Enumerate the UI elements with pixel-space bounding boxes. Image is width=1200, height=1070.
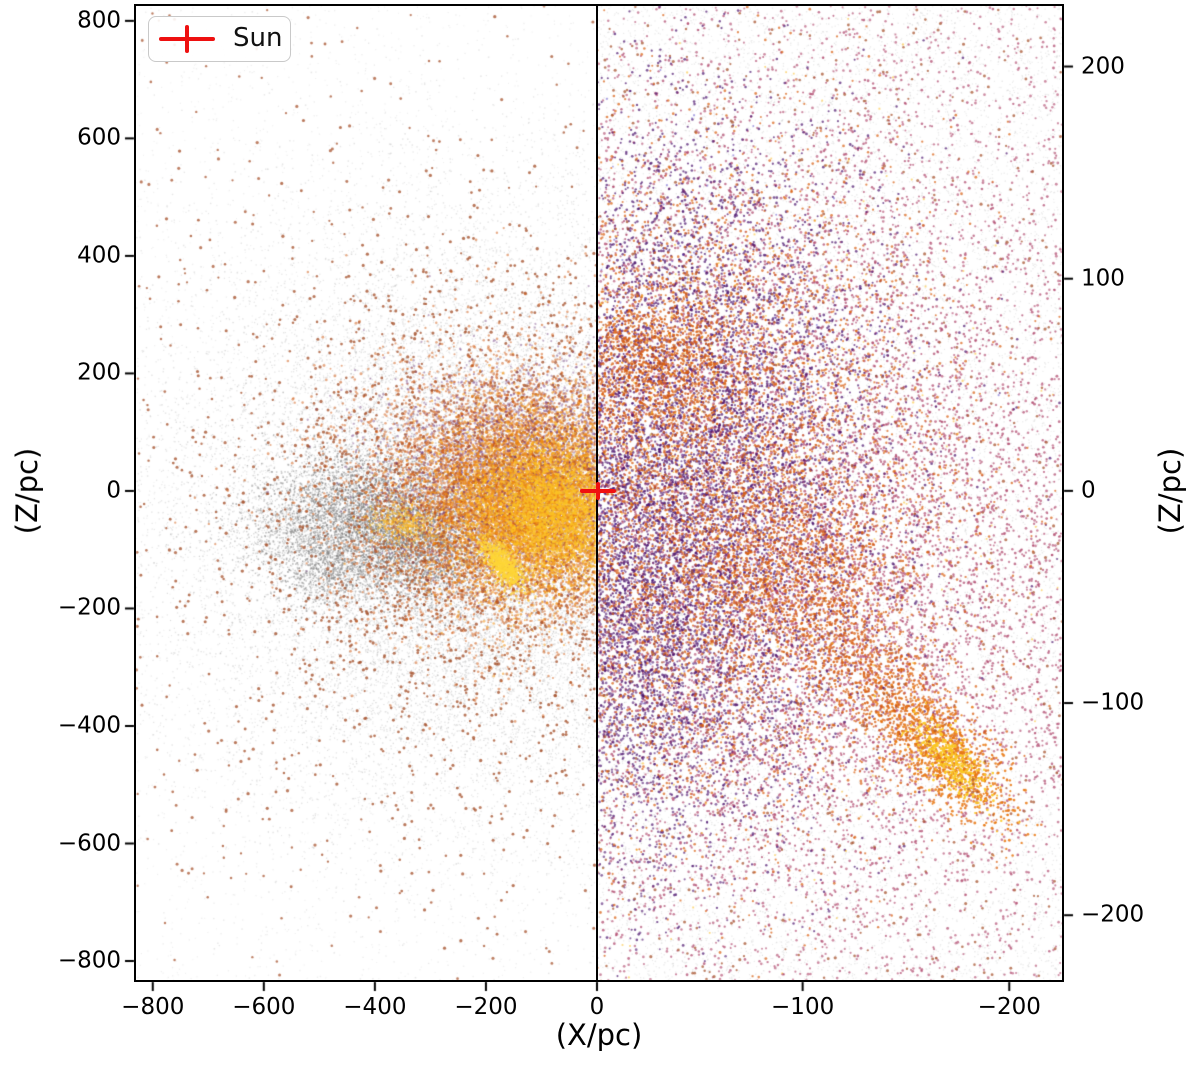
x-tick-label: −400 (343, 994, 407, 1020)
y-tick-label: −200 (1081, 901, 1145, 928)
y-tick-label: −600 (57, 829, 121, 856)
x-tick-label: −200 (977, 994, 1041, 1020)
x-tick-label: −600 (232, 994, 296, 1020)
x-axis-label: (X/pc) (555, 1018, 643, 1052)
y-tick-label: 0 (1081, 477, 1096, 504)
legend-label: Sun (233, 23, 283, 53)
y-tick-label: 100 (1081, 265, 1125, 292)
legend: Sun (148, 16, 291, 62)
zoom-panel-outline (596, 4, 1064, 982)
y-axis-label-left: (Z/pc) (10, 447, 44, 535)
y-tick-label: 200 (77, 359, 121, 386)
x-tick-label: −800 (121, 994, 185, 1020)
x-tick-label: −100 (771, 994, 835, 1020)
y-tick-label: −800 (57, 947, 121, 974)
x-tick-label: 0 (589, 994, 605, 1020)
sun-marker-vertical (596, 482, 600, 500)
y-tick-label: −100 (1081, 689, 1145, 716)
y-tick-label: 600 (77, 124, 121, 151)
y-tick-label: −200 (57, 594, 121, 621)
y-tick-label: 200 (1081, 52, 1125, 79)
y-tick-label: 800 (77, 7, 121, 34)
x-tick-label: −200 (454, 994, 518, 1020)
y-tick-label: 400 (77, 242, 121, 269)
y-tick-label: 0 (106, 477, 121, 504)
wide-panel-outline (134, 4, 598, 982)
y-tick-label: −400 (57, 712, 121, 739)
sun-errorbar-icon-vertical (185, 25, 189, 53)
y-axis-label-right: (Z/pc) (1153, 447, 1187, 535)
